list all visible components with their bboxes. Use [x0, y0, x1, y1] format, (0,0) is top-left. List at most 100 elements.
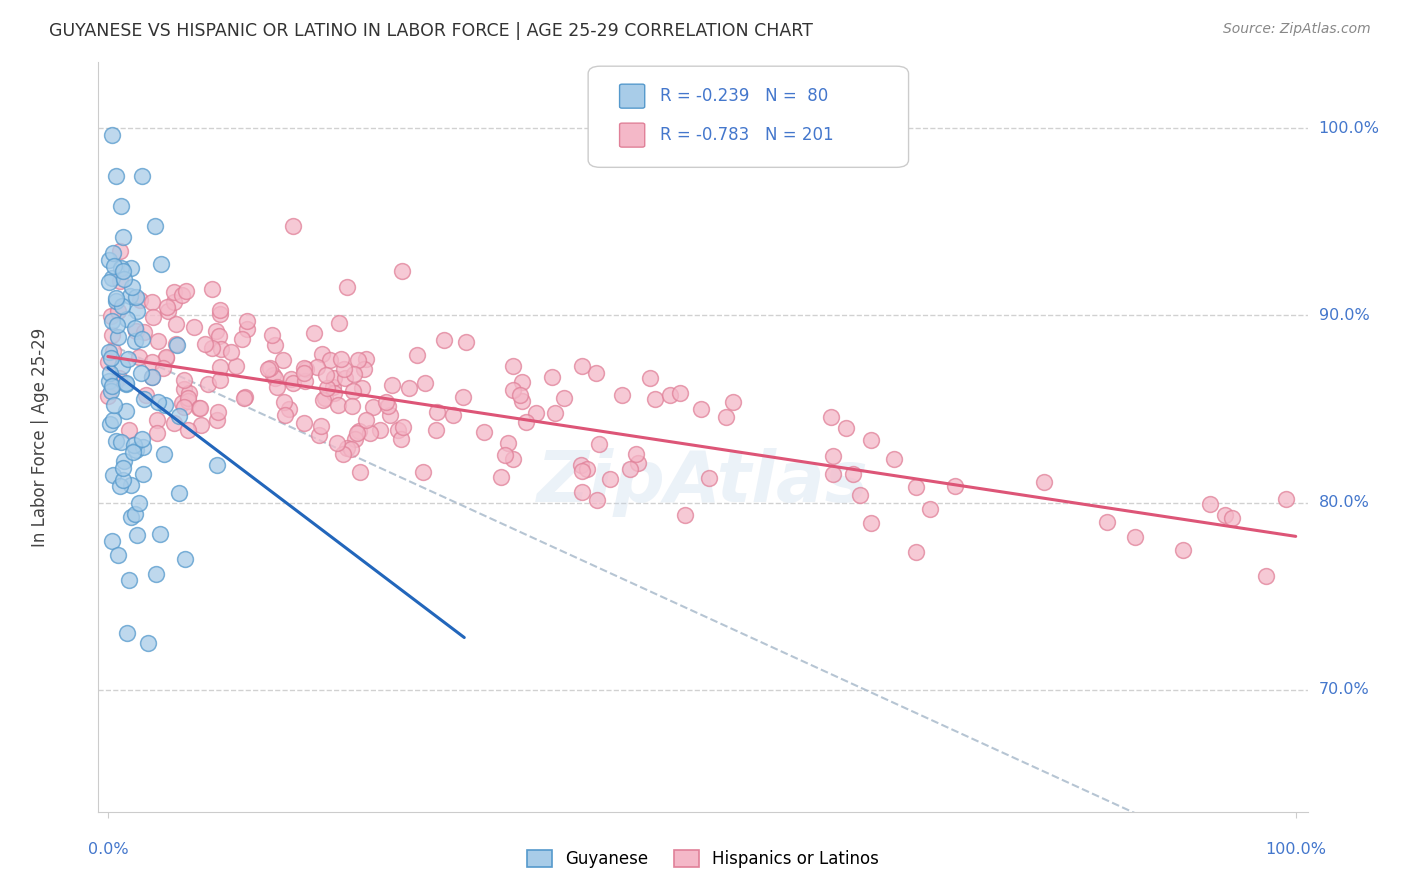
Point — [354, 413, 377, 427]
Point — [330, 351, 353, 366]
Point — [354, 351, 377, 366]
Point — [153, 398, 176, 412]
Point — [571, 359, 593, 373]
Point — [98, 367, 121, 381]
Point — [232, 391, 254, 405]
FancyBboxPatch shape — [620, 84, 645, 108]
Point — [128, 495, 150, 509]
Point — [100, 309, 122, 323]
Point — [441, 409, 464, 423]
Point — [644, 392, 666, 406]
Point — [124, 438, 146, 452]
Point — [1173, 543, 1195, 558]
Point — [101, 128, 124, 142]
Point — [502, 359, 524, 374]
Point — [335, 442, 357, 456]
Point — [494, 449, 516, 463]
Point — [177, 391, 200, 405]
Point — [110, 435, 132, 450]
Point — [141, 355, 163, 369]
Point — [659, 387, 682, 401]
Point — [117, 423, 139, 437]
Point — [179, 386, 201, 401]
Point — [141, 369, 163, 384]
Point — [943, 478, 966, 492]
Point — [108, 274, 131, 288]
Point — [111, 230, 134, 244]
Text: Source: ZipAtlas.com: Source: ZipAtlas.com — [1223, 22, 1371, 37]
Point — [883, 451, 905, 466]
Point — [571, 464, 593, 478]
Point — [377, 399, 399, 413]
Point — [271, 353, 294, 368]
Point — [219, 345, 242, 359]
Point — [145, 567, 167, 582]
Point — [115, 376, 138, 391]
Point — [120, 261, 142, 276]
Point — [498, 436, 520, 450]
Point — [173, 374, 195, 388]
Text: 100.0%: 100.0% — [1319, 120, 1379, 136]
Point — [502, 452, 524, 467]
Point — [510, 375, 533, 389]
Point — [389, 432, 412, 446]
Point — [129, 293, 152, 307]
Point — [117, 352, 139, 367]
Point — [569, 458, 592, 473]
Point — [98, 345, 121, 359]
Point — [101, 534, 124, 549]
Point — [1275, 491, 1298, 506]
Point — [274, 408, 297, 422]
Point — [349, 465, 371, 479]
Point — [163, 295, 186, 310]
Point — [124, 320, 146, 334]
Point — [118, 288, 141, 302]
Point — [1095, 515, 1118, 529]
Point — [361, 400, 384, 414]
Point — [118, 573, 141, 587]
Point — [697, 471, 720, 485]
Point — [1215, 508, 1237, 523]
Text: 70.0%: 70.0% — [1319, 682, 1369, 698]
Point — [311, 346, 333, 360]
Point — [101, 344, 124, 359]
Point — [540, 369, 562, 384]
Point — [188, 401, 211, 416]
Point — [370, 423, 392, 437]
Point — [332, 362, 354, 376]
Point — [105, 169, 128, 183]
Point — [350, 381, 373, 395]
Point — [101, 379, 124, 393]
Point — [835, 421, 858, 435]
Point — [380, 408, 402, 422]
Point — [859, 516, 882, 530]
Point — [131, 332, 153, 346]
Point — [721, 394, 744, 409]
Point — [904, 545, 927, 559]
Point — [588, 436, 610, 450]
Legend: Guyanese, Hispanics or Latinos: Guyanese, Hispanics or Latinos — [520, 843, 886, 874]
Point — [145, 413, 167, 427]
Point — [412, 465, 434, 479]
Point — [120, 510, 142, 524]
Point — [105, 294, 128, 309]
Point — [391, 264, 413, 278]
Point — [346, 426, 368, 441]
Text: In Labor Force | Age 25-29: In Labor Force | Age 25-29 — [31, 327, 49, 547]
Point — [117, 625, 139, 640]
Point — [472, 425, 495, 439]
Point — [155, 351, 177, 366]
Text: 0.0%: 0.0% — [87, 842, 128, 857]
Point — [107, 304, 129, 318]
Point — [141, 294, 163, 309]
Point — [125, 442, 148, 457]
Point — [98, 374, 121, 388]
Point — [426, 405, 449, 419]
Point — [156, 304, 179, 318]
Point — [326, 435, 349, 450]
Point — [101, 328, 124, 343]
Point — [100, 351, 122, 366]
Point — [104, 376, 127, 390]
Point — [359, 425, 381, 440]
Point — [143, 219, 166, 233]
